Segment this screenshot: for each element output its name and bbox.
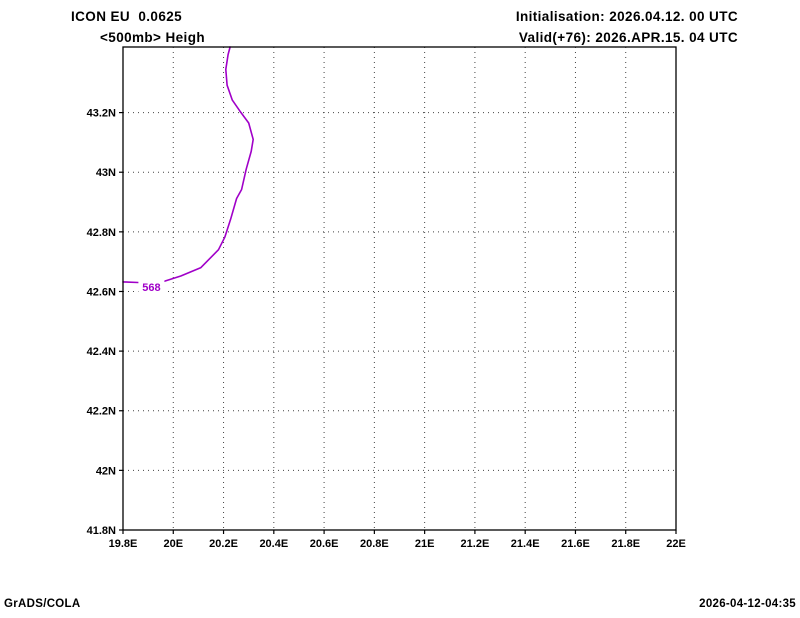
x-tick-label: 20E [163, 538, 183, 550]
model-title: ICON EU 0.0625 [71, 9, 183, 24]
x-tick-label: 20.2E [209, 538, 238, 550]
x-tick-label: 21E [415, 538, 435, 550]
x-tick-label: 21.6E [561, 538, 590, 550]
contour-line [122, 46, 254, 284]
y-tick-label: 42N [96, 465, 116, 477]
valid-time: Valid(+76): 2026.APR.15. 04 UTC [518, 30, 738, 45]
x-tick-label: 21.2E [461, 538, 490, 550]
y-tick-label: 43N [96, 167, 116, 179]
y-tick-label: 42.2N [87, 406, 116, 418]
y-tick-label: 41.8N [87, 525, 116, 537]
y-tick-label: 42.8N [87, 227, 116, 239]
y-tick-label: 42.6N [87, 286, 116, 298]
x-tick-label: 22E [666, 538, 686, 550]
y-tick-label: 43.2N [87, 108, 116, 120]
x-tick-label: 21.8E [611, 538, 640, 550]
contour-label: 568 [142, 282, 160, 294]
y-tick-label: 42.4N [87, 346, 116, 358]
x-tick-label: 20.8E [360, 538, 389, 550]
field-title: <500mb> Heigh [100, 30, 205, 45]
creation-timestamp: 2026-04-12-04:35 [699, 598, 796, 610]
initialisation-time: Initialisation: 2026.04.12. 00 UTC [515, 9, 738, 24]
contour-label-mask [138, 280, 165, 294]
x-tick-label: 19.8E [109, 538, 138, 550]
grads-credit: GrADS/COLA [4, 598, 81, 610]
plot-border [122, 46, 677, 531]
x-tick-label: 21.4E [511, 538, 540, 550]
x-tick-label: 20.6E [310, 538, 339, 550]
x-tick-label: 20.4E [259, 538, 288, 550]
